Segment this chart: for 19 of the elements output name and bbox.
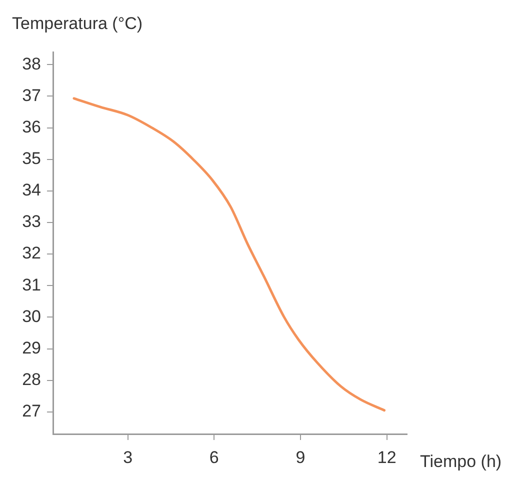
y-tick-label: 36 [22, 117, 41, 136]
y-tick-label: 37 [22, 86, 41, 105]
y-tick-label: 29 [22, 338, 41, 358]
y-axis-title: Temperatura (°C) [12, 14, 143, 34]
y-tick-label: 31 [22, 275, 41, 294]
y-tick-label: 34 [22, 180, 41, 200]
x-tick-label: 3 [123, 448, 133, 467]
x-tick-label: 6 [209, 448, 219, 467]
y-tick-label: 38 [22, 54, 41, 74]
y-tick-label: 27 [22, 402, 41, 421]
y-tick-label: 32 [22, 244, 41, 263]
line-series [72, 97, 386, 412]
y-tick-label: 30 [22, 306, 41, 326]
y-tick-label: 35 [22, 149, 41, 168]
x-tick-label: 12 [377, 448, 396, 467]
x-tick-label: 9 [296, 448, 306, 467]
y-tick-label: 28 [22, 370, 41, 390]
x-axis-title: Tiempo (h) [420, 452, 502, 472]
y-tick-label: 33 [22, 212, 41, 232]
